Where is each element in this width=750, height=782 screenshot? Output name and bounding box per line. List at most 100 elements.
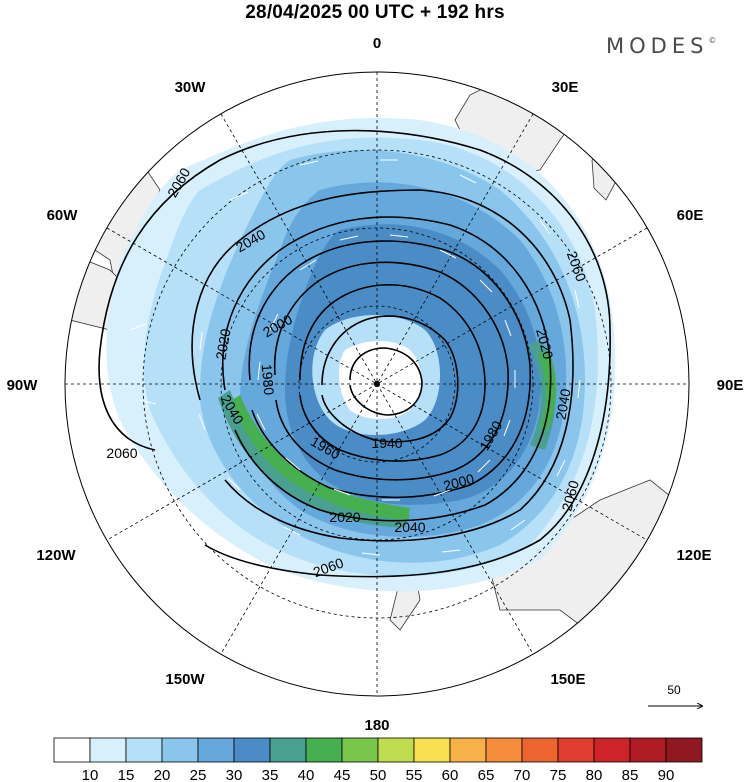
colorbar-swatch [233,737,271,763]
wind-vector [333,488,351,496]
vector-reference: 50 [648,683,702,706]
lon-label-150w: 150W [165,671,205,688]
wind-vector [556,459,566,477]
contour-2020 [221,216,552,522]
lon-label-120e: 120E [676,547,711,564]
longitude-labels: 0 30E 60E 90E 120E 150E 180 150W 120W 90… [7,35,744,734]
wind-vector [285,457,301,471]
contour-label: 2020 [533,327,557,361]
vector-reference-label: 50 [667,683,681,697]
colorbar-tick-label: 20 [154,767,171,782]
colorbar-swatch [593,737,631,763]
wind-vector [339,235,359,241]
contour-label: 2020 [212,327,233,361]
contour-label: 2060 [106,445,137,461]
colorbar-swatch [449,737,487,763]
contour-1980 [273,261,509,481]
colorbar-swatch [125,737,163,763]
contour-label: 1940 [371,435,402,451]
colorbar-swatch [197,737,235,763]
copyright-mark: © [708,36,717,45]
wind-vector [479,279,493,293]
colorbar-tick-label: 70 [514,767,531,782]
colorbar-tick-label: 15 [118,767,135,782]
contour-2040 [191,189,574,542]
lon-label-150e: 150E [550,671,585,688]
wind-vector [199,331,203,351]
colorbar-tick-label: 25 [190,767,207,782]
colorbar-swatch [305,737,343,763]
colorbar-tick-label: 65 [478,767,495,782]
colorbar-swatch [269,737,307,763]
colorbar-tick-label: 60 [442,767,459,782]
wind-vector [577,379,581,399]
height-contours [98,129,611,578]
shade-45-band-east [538,350,557,430]
wind-vector [504,319,512,337]
colorbar-swatch [377,737,415,763]
lon-label-120w: 120W [36,547,76,564]
colorbar [53,737,703,763]
lon-label-180: 180 [364,717,389,734]
wind-vector [389,234,409,238]
colorbar-tick-label: 75 [550,767,567,782]
contour-label: 2000 [442,470,476,494]
colorbar-swatch [557,737,595,763]
colorbar-swatch [89,737,127,763]
wind-vector [299,259,317,271]
wind-vector [539,219,551,235]
shade-45-band-west [232,395,410,520]
shade-core [338,341,422,419]
contour-2060 [98,129,611,578]
wind-vector [283,526,301,536]
colorbar-tick-label: 45 [334,767,351,782]
contour-label: 2040 [552,387,573,421]
contour-1940 [321,315,459,443]
wind-vector [269,313,279,331]
colorbar-swatch [521,737,559,763]
colorbar-swatch [665,737,703,763]
contour-label: 2020 [329,509,360,525]
colorbar-tick-label: 10 [82,767,99,782]
wind-vector [257,361,261,381]
lon-label-60w: 60W [47,207,79,224]
modes-logo: MODES© [606,34,716,58]
map-title: 28/04/2025 00 UTC + 192 hrs [245,2,505,23]
lon-label-0: 0 [373,35,381,52]
colorbar-tick-label: 80 [586,767,603,782]
colorbar-swatch [413,737,451,763]
wind-vector [256,413,266,431]
contour-label: 2040 [394,519,425,535]
lon-label-90e: 90E [717,377,744,394]
lon-label-60e: 60E [677,207,704,224]
wind-vectors [129,159,581,556]
contour-label: 2060 [558,478,582,512]
colorbar-swatch [161,737,199,763]
colorbar-tick-label: 90 [658,767,675,782]
contour-1960 [299,284,486,462]
wind-vector [439,249,457,259]
wind-vector [198,413,206,431]
wind-vector [139,399,157,405]
colorbar-tick-label: 55 [406,767,423,782]
colorbar-swatch [485,737,523,763]
wind-vector [477,459,491,473]
brand-name: MODES [606,34,709,58]
colorbar-ticks: 10 15 20 25 30 35 40 45 50 55 60 65 70 75 80 85 90 [82,767,675,782]
pole-marker [374,381,380,387]
wind-vector [129,323,147,331]
lon-label-30e: 30E [552,79,579,96]
colorbar-tick-label: 50 [370,767,387,782]
colorbar-tick-label: 85 [622,767,639,782]
land-madagascar [591,149,623,201]
wind-vector [227,477,241,491]
wind-vector [503,419,511,437]
lon-label-90w: 90W [7,377,39,394]
wind-vector [229,191,249,201]
wind-vector [574,289,580,309]
map-boundary [64,71,690,697]
wind-vector [510,519,526,531]
colorbar-swatch [53,737,91,763]
colorbar-tick-label: 40 [298,767,315,782]
